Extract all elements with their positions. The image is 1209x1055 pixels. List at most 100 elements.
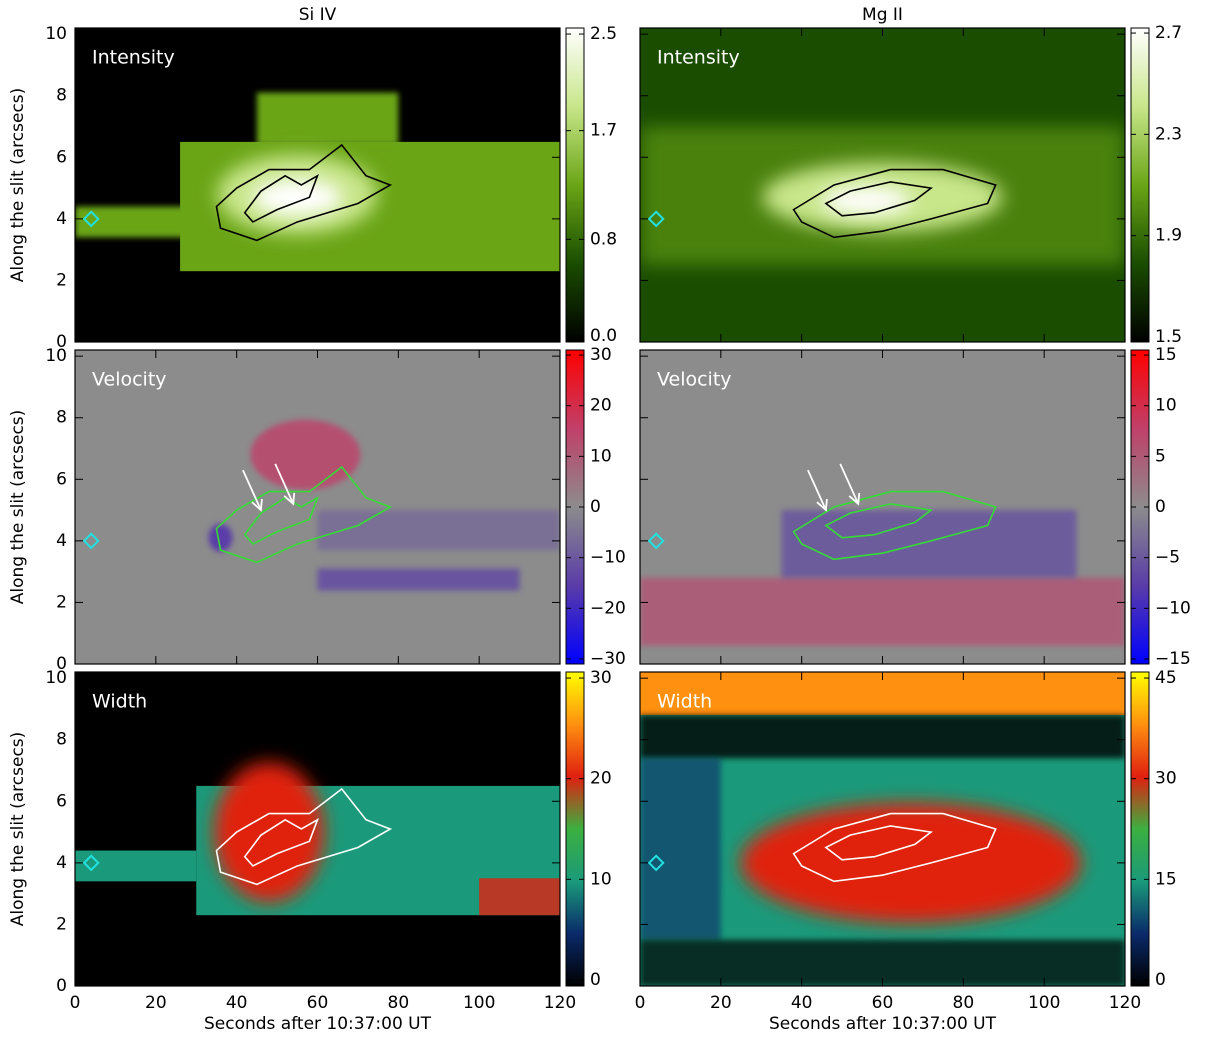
broad — [740, 802, 1081, 923]
arrow-head — [283, 492, 296, 506]
broad — [214, 762, 324, 903]
heatmap-image — [75, 672, 560, 986]
y-tick-label: 6 — [56, 469, 67, 489]
contour — [824, 503, 933, 539]
colorbar-tick-label: 5 — [1155, 446, 1166, 466]
x-tick-label: 40 — [226, 993, 248, 1013]
colorbar-tick-label: −30 — [590, 649, 626, 669]
y-axis-label: Along the slit (arcsecs) — [8, 88, 28, 283]
x-tick-label: 100 — [463, 993, 495, 1013]
heatmap-image — [75, 350, 560, 664]
colorbar-tick-label: 0.0 — [590, 326, 617, 346]
contour — [792, 490, 997, 561]
colorbar-tick-label: −10 — [1155, 598, 1191, 618]
panel-label: Width — [657, 691, 712, 713]
colorbar-tick-label: 10 — [590, 446, 612, 466]
panel-label: Intensity — [92, 47, 175, 69]
colorbar-tick-label: 15 — [1155, 869, 1177, 889]
contour — [792, 168, 997, 239]
y-tick-label: 10 — [45, 24, 67, 44]
diamond-marker — [82, 210, 100, 228]
blueshift — [781, 510, 1077, 578]
band — [640, 758, 721, 940]
contour — [243, 173, 320, 223]
colorbar-tick-label: 2.7 — [1155, 23, 1182, 43]
blueshift — [317, 510, 560, 551]
colorbar-tick-label: 1.9 — [1155, 226, 1182, 246]
x-tick-label: 120 — [1109, 993, 1141, 1013]
x-tick-label: 120 — [544, 993, 576, 1013]
arrow-head — [251, 498, 263, 512]
heatmap-image — [640, 672, 1125, 986]
heatmap-image — [640, 28, 1125, 342]
colorbar — [1130, 27, 1150, 343]
y-tick-label: 4 — [56, 209, 67, 229]
background — [75, 350, 560, 664]
redshift — [250, 419, 361, 490]
y-tick-label: 2 — [56, 270, 67, 290]
y-tick-label: 0 — [56, 654, 67, 674]
colorbar-tick-label: 30 — [590, 345, 612, 365]
colorbar-tick-label: −20 — [590, 598, 626, 618]
colorbar-tick-label: 30 — [590, 668, 612, 688]
x-tick-label: 60 — [307, 993, 329, 1013]
x-tick-label: 80 — [388, 993, 410, 1013]
contour — [243, 817, 320, 867]
diamond-marker — [647, 854, 665, 872]
colorbar-tick-label: −15 — [1155, 649, 1191, 669]
colorbar-tick-label: 0 — [590, 497, 601, 517]
heatmap-image — [640, 350, 1125, 664]
x-tick-label: 80 — [953, 993, 975, 1013]
y-tick-label: 0 — [56, 332, 67, 352]
diamond-marker — [647, 210, 665, 228]
y-tick-label: 8 — [56, 408, 67, 428]
x-axis-label: Seconds after 10:37:00 UT — [204, 1014, 432, 1034]
colorbar-tick-label: 10 — [590, 869, 612, 889]
arrow — [839, 463, 860, 505]
y-axis-label: Along the slit (arcsecs) — [8, 732, 28, 927]
y-tick-label: 10 — [45, 668, 67, 688]
broad — [479, 878, 560, 916]
x-tick-label: 0 — [635, 993, 646, 1013]
colorbar-tick-label: 10 — [1155, 396, 1177, 416]
x-axis-label: Seconds after 10:37:00 UT — [769, 1014, 997, 1034]
y-tick-label: 4 — [56, 853, 67, 873]
x-tick-label: 20 — [145, 993, 167, 1013]
colorbar-tick-label: 0 — [1155, 970, 1166, 990]
colorbar-tick-label: 2.5 — [590, 24, 617, 44]
y-tick-label: 0 — [56, 976, 67, 996]
bright-core — [821, 186, 912, 215]
colorbar — [1130, 671, 1150, 987]
panel-label: Width — [92, 691, 147, 713]
contour — [215, 787, 393, 886]
blueshift — [208, 523, 233, 552]
bright-core — [252, 179, 343, 216]
band — [640, 715, 1125, 759]
x-tick-label: 40 — [791, 993, 813, 1013]
y-tick-label: 8 — [56, 730, 67, 750]
emission — [75, 850, 197, 882]
panel-label: Velocity — [92, 369, 167, 391]
colorbar-tick-label: −10 — [590, 548, 626, 568]
y-tick-label: 10 — [45, 346, 67, 366]
arrow — [274, 463, 295, 505]
column-title: Si IV — [299, 5, 337, 25]
contour — [243, 495, 320, 545]
colorbar-tick-label: 45 — [1155, 668, 1177, 688]
colorbar — [565, 27, 585, 343]
x-tick-label: 0 — [70, 993, 81, 1013]
diamond-marker — [82, 532, 100, 550]
emission — [75, 206, 197, 238]
arrow-head — [816, 498, 828, 512]
heatmap-image — [75, 28, 560, 342]
y-tick-label: 2 — [56, 914, 67, 934]
panel: Intensity Mg II 1.5 1.9 2.3 2.7 — [639, 5, 1182, 347]
x-tick-label: 20 — [710, 993, 732, 1013]
colorbar-tick-label: −5 — [1155, 548, 1180, 568]
y-tick-label: 8 — [56, 86, 67, 106]
arrow — [242, 469, 262, 511]
panel: Velocity 0 2 4 6 8 10 Along the slit (arcsecs) −… — [8, 345, 626, 674]
emission — [256, 92, 399, 145]
